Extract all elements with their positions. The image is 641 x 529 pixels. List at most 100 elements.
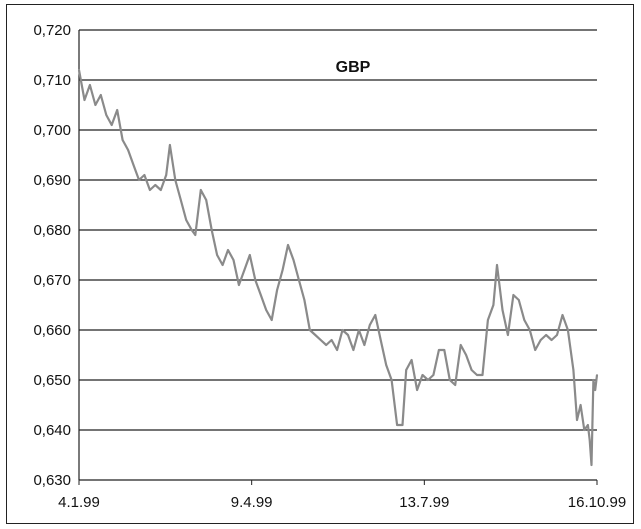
data-point xyxy=(550,339,553,341)
data-point xyxy=(588,439,591,441)
data-point xyxy=(465,354,468,356)
data-point xyxy=(89,84,91,86)
data-point xyxy=(83,99,86,101)
data-point xyxy=(341,329,344,331)
x-axis: 4.1.99 9.4.99 13.7.99 16.10.99 xyxy=(58,480,626,511)
data-point xyxy=(385,364,388,366)
y-axis: 0,720 0,710 0,700 0,690 0,680 0,670 0,660 0,650… xyxy=(33,22,80,489)
x-tick-label: 13.7.99 xyxy=(399,494,449,511)
data-point xyxy=(587,424,589,426)
data-point xyxy=(227,249,229,251)
data-point xyxy=(94,104,97,106)
data-point xyxy=(216,254,219,256)
data-point xyxy=(390,379,393,381)
data-point xyxy=(99,94,102,96)
data-point xyxy=(154,184,157,186)
data-point xyxy=(174,179,177,181)
data-point xyxy=(396,424,398,426)
data-point xyxy=(443,349,446,351)
data-point xyxy=(132,164,135,166)
data-point xyxy=(567,329,569,331)
data-point xyxy=(330,339,333,341)
x-tick-label: 4.1.99 xyxy=(58,494,100,511)
data-point xyxy=(556,334,558,336)
data-point xyxy=(363,344,366,346)
data-point xyxy=(190,229,193,231)
data-point xyxy=(470,369,473,371)
data-point xyxy=(539,339,542,341)
data-point xyxy=(308,329,311,331)
data-point xyxy=(185,219,188,221)
data-point xyxy=(325,344,328,346)
data-point xyxy=(265,309,268,311)
data-point xyxy=(248,254,251,256)
data-point xyxy=(507,334,509,336)
data-point xyxy=(528,329,531,331)
data-point xyxy=(281,269,284,271)
y-tick-label: 0,640 xyxy=(33,422,71,439)
data-point xyxy=(292,259,295,261)
data-point xyxy=(410,359,413,361)
data-point xyxy=(459,344,462,346)
series-line xyxy=(77,69,599,467)
data-point xyxy=(523,319,526,321)
data-point xyxy=(432,374,435,376)
data-point xyxy=(205,199,208,201)
data-point xyxy=(421,374,424,376)
data-point xyxy=(501,309,504,311)
data-point xyxy=(287,244,289,246)
data-point xyxy=(374,314,377,316)
y-tick-label: 0,710 xyxy=(33,72,71,89)
data-point xyxy=(517,299,520,301)
gridlines xyxy=(79,29,597,481)
data-point xyxy=(487,319,489,321)
x-tick-label: 16.10.99 xyxy=(568,494,626,511)
data-point xyxy=(314,334,317,336)
data-point xyxy=(492,304,495,306)
data-point xyxy=(210,229,213,231)
chart-title: GBP xyxy=(336,59,371,76)
data-point xyxy=(594,389,597,391)
data-point xyxy=(405,369,408,371)
data-point xyxy=(138,179,140,181)
data-point xyxy=(221,264,224,266)
y-tick-label: 0,670 xyxy=(33,272,71,289)
data-point xyxy=(319,339,322,341)
data-point xyxy=(496,264,498,266)
data-point xyxy=(476,374,478,376)
plot-series xyxy=(77,69,599,467)
data-point xyxy=(545,334,548,336)
data-point xyxy=(159,189,162,191)
data-point xyxy=(579,404,582,406)
data-point xyxy=(78,69,80,71)
data-point xyxy=(148,189,151,191)
data-point xyxy=(243,269,246,271)
y-tick-label: 0,700 xyxy=(33,122,71,139)
data-point xyxy=(596,374,598,376)
y-tick-label: 0,650 xyxy=(33,372,71,389)
data-point xyxy=(401,424,404,426)
data-point xyxy=(179,199,182,201)
data-point xyxy=(110,124,113,126)
data-point xyxy=(448,379,451,381)
x-tick-label: 9.4.99 xyxy=(231,494,273,511)
y-tick-label: 0,660 xyxy=(33,322,71,339)
data-point xyxy=(368,324,371,326)
data-point xyxy=(270,319,273,321)
data-point xyxy=(592,379,595,381)
y-tick-label: 0,690 xyxy=(33,172,71,189)
data-point xyxy=(427,379,429,381)
data-point xyxy=(590,464,593,466)
data-point xyxy=(254,279,257,281)
data-point xyxy=(165,174,168,176)
data-point xyxy=(303,299,306,301)
data-point xyxy=(232,259,235,261)
data-point xyxy=(454,384,457,386)
data-point xyxy=(347,334,349,336)
data-point xyxy=(583,429,586,431)
y-tick-label: 0,630 xyxy=(33,472,71,489)
data-point xyxy=(512,294,515,296)
data-point xyxy=(379,339,382,341)
data-point xyxy=(194,234,197,236)
data-point xyxy=(116,109,119,111)
